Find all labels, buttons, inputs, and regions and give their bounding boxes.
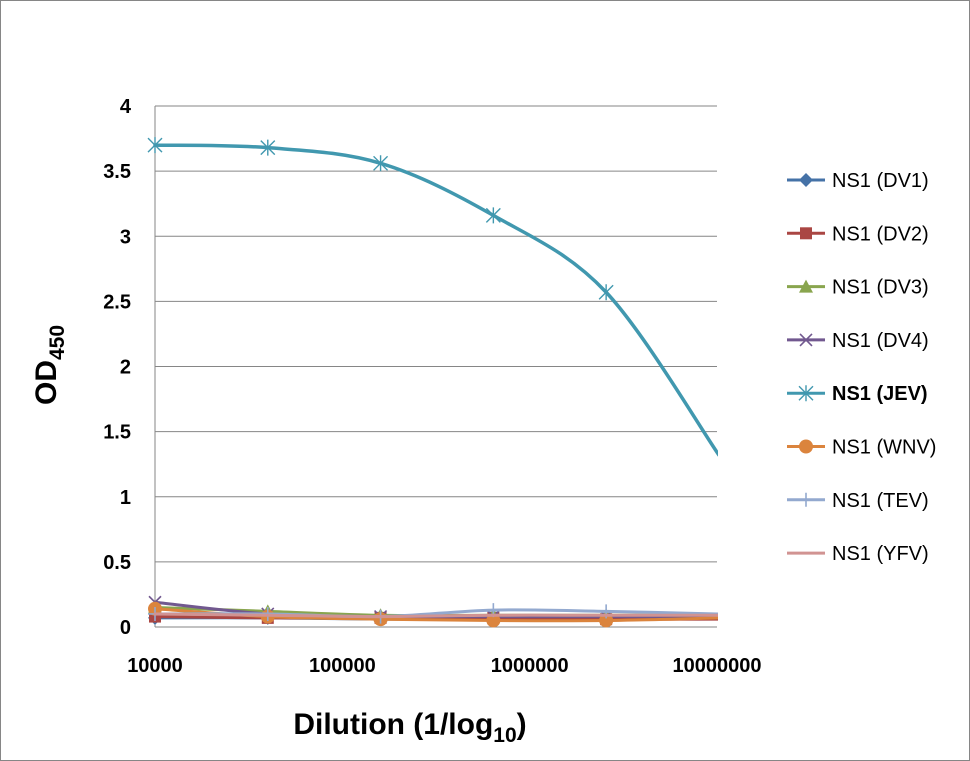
x-tick-label: 10000000 xyxy=(673,655,762,677)
y-tick-label: 0 xyxy=(120,617,131,639)
legend-item: NS1 (JEV) xyxy=(787,383,928,405)
gridlines xyxy=(155,105,717,563)
y-tick-label: 3.5 xyxy=(103,161,131,183)
y-axis-title-main: OD xyxy=(30,360,63,405)
legend-label: NS1 (YFV) xyxy=(832,543,929,565)
x-tick-label: 100000 xyxy=(309,655,376,677)
y-tick-label: 2 xyxy=(120,357,131,379)
legend-marker xyxy=(799,279,813,293)
x-axis-title: Dilution (1/log10) xyxy=(293,708,526,747)
y-tick-label: 0.5 xyxy=(103,552,131,574)
series-ns1-yfv xyxy=(153,612,718,619)
legend-item: NS1 (WNV) xyxy=(787,437,936,459)
axes: 0 0.5 1 1.5 2 2.5 3 3.5 4 10000 100000 1000000 10000… xyxy=(103,96,761,677)
legend-label: NS1 (DV1) xyxy=(832,170,929,192)
legend-marker xyxy=(798,385,814,402)
y-tick-label: 4 xyxy=(120,96,132,118)
x-axis-title-subscript: 10 xyxy=(493,724,516,747)
y-axis-title-subscript: 450 xyxy=(46,325,69,360)
plot-series xyxy=(147,137,718,628)
y-tick-label: 2.5 xyxy=(103,291,131,313)
series-line xyxy=(153,612,718,619)
legend-item: NS1 (DV2) xyxy=(787,223,929,245)
data-point xyxy=(373,155,389,172)
legend-item: NS1 (DV1) xyxy=(787,170,929,192)
y-axis-title: OD450 xyxy=(30,325,69,405)
legend-label: NS1 (JEV) xyxy=(832,383,928,405)
legend: NS1 (DV1) NS1 (DV2) NS1 (DV3) NS1 (DV4) NS1 … xyxy=(787,170,936,565)
series-line xyxy=(153,143,718,457)
legend-marker xyxy=(799,333,813,347)
legend-label: NS1 (DV4) xyxy=(832,330,929,352)
legend-label: NS1 (DV3) xyxy=(832,277,929,299)
data-point xyxy=(599,613,614,628)
x-axis-title-tail: ) xyxy=(517,708,527,741)
y-tick-label: 1.5 xyxy=(103,422,131,444)
legend-label: NS1 (WNV) xyxy=(832,437,936,459)
series-ns1-jev xyxy=(147,137,718,457)
legend-marker xyxy=(799,492,813,507)
legend-label: NS1 (DV2) xyxy=(832,223,929,245)
y-tick-label: 1 xyxy=(120,487,131,509)
legend-item: NS1 (DV3) xyxy=(787,277,929,299)
legend-marker xyxy=(799,173,813,187)
legend-item: NS1 (YFV) xyxy=(787,543,929,565)
legend-label: NS1 (TEV) xyxy=(832,490,929,512)
data-point xyxy=(598,284,614,301)
legend-marker xyxy=(799,439,813,454)
x-axis-title-main: Dilution (1/log xyxy=(293,708,493,741)
data-point xyxy=(486,613,501,628)
legend-marker xyxy=(800,227,812,240)
x-tick-label: 10000 xyxy=(127,655,183,677)
legend-item: NS1 (TEV) xyxy=(787,490,929,512)
x-tick-label: 1000000 xyxy=(491,655,569,677)
data-point xyxy=(147,137,163,154)
data-point xyxy=(260,139,276,156)
y-tick-label: 3 xyxy=(120,226,131,248)
legend-item: NS1 (DV4) xyxy=(787,330,929,352)
data-point xyxy=(485,207,501,224)
